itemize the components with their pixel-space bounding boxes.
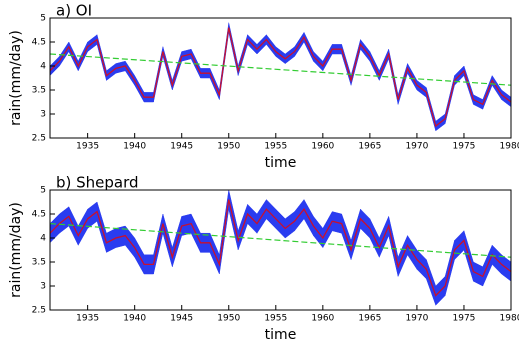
x-tick-label: 1975: [453, 142, 476, 152]
y-tick-label: 3: [40, 282, 46, 292]
x-tick-label: 1940: [123, 314, 146, 324]
x-tick-label: 1970: [405, 142, 428, 152]
y-tick-label: 4.5: [32, 210, 46, 220]
y-tick-label: 4: [40, 234, 46, 244]
panel-title: a) OI: [56, 2, 92, 20]
x-tick-label: 1935: [76, 142, 99, 152]
y-tick-label: 5: [40, 14, 46, 24]
x-tick-label: 1960: [311, 314, 334, 324]
x-tick-label: 1950: [217, 142, 240, 152]
y-tick-label: 5: [40, 186, 46, 196]
x-tick-label: 1940: [123, 142, 146, 152]
mean-line: [49, 199, 512, 297]
x-axis-label: time: [265, 327, 297, 343]
trend-line: [49, 223, 512, 258]
y-axis-label: rain(mm/day): [8, 202, 24, 298]
x-tick-label: 1945: [170, 142, 193, 152]
x-tick-label: 1950: [217, 314, 240, 324]
plot-frame: [49, 189, 512, 311]
plot-frame: [49, 17, 512, 139]
y-tick-label: 4: [40, 62, 46, 72]
y-tick-label: 4.5: [32, 38, 46, 48]
x-tick-label: 1970: [405, 314, 428, 324]
y-tick-label: 3.5: [32, 258, 46, 268]
mean-line: [49, 27, 512, 128]
x-axis-label: time: [265, 155, 297, 171]
x-tick-label: 1960: [311, 142, 334, 152]
x-tick-label: 1980: [500, 142, 519, 152]
trend-line: [49, 53, 512, 86]
y-axis-label: rain(mm/day): [8, 30, 24, 126]
x-tick-label: 1965: [358, 142, 381, 152]
x-tick-label: 1980: [500, 314, 519, 324]
y-tick-label: 3: [40, 110, 46, 120]
x-tick-label: 1935: [76, 314, 99, 324]
y-tick-label: 3.5: [32, 86, 46, 96]
y-tick-label: 2.5: [32, 134, 46, 144]
x-tick-label: 1945: [170, 314, 193, 324]
x-tick-label: 1955: [264, 314, 287, 324]
x-tick-label: 1965: [358, 314, 381, 324]
x-tick-label: 1955: [264, 142, 287, 152]
x-tick-label: 1975: [453, 314, 476, 324]
y-tick-label: 2.5: [32, 306, 46, 316]
panel-title: b) Shepard: [56, 174, 139, 192]
